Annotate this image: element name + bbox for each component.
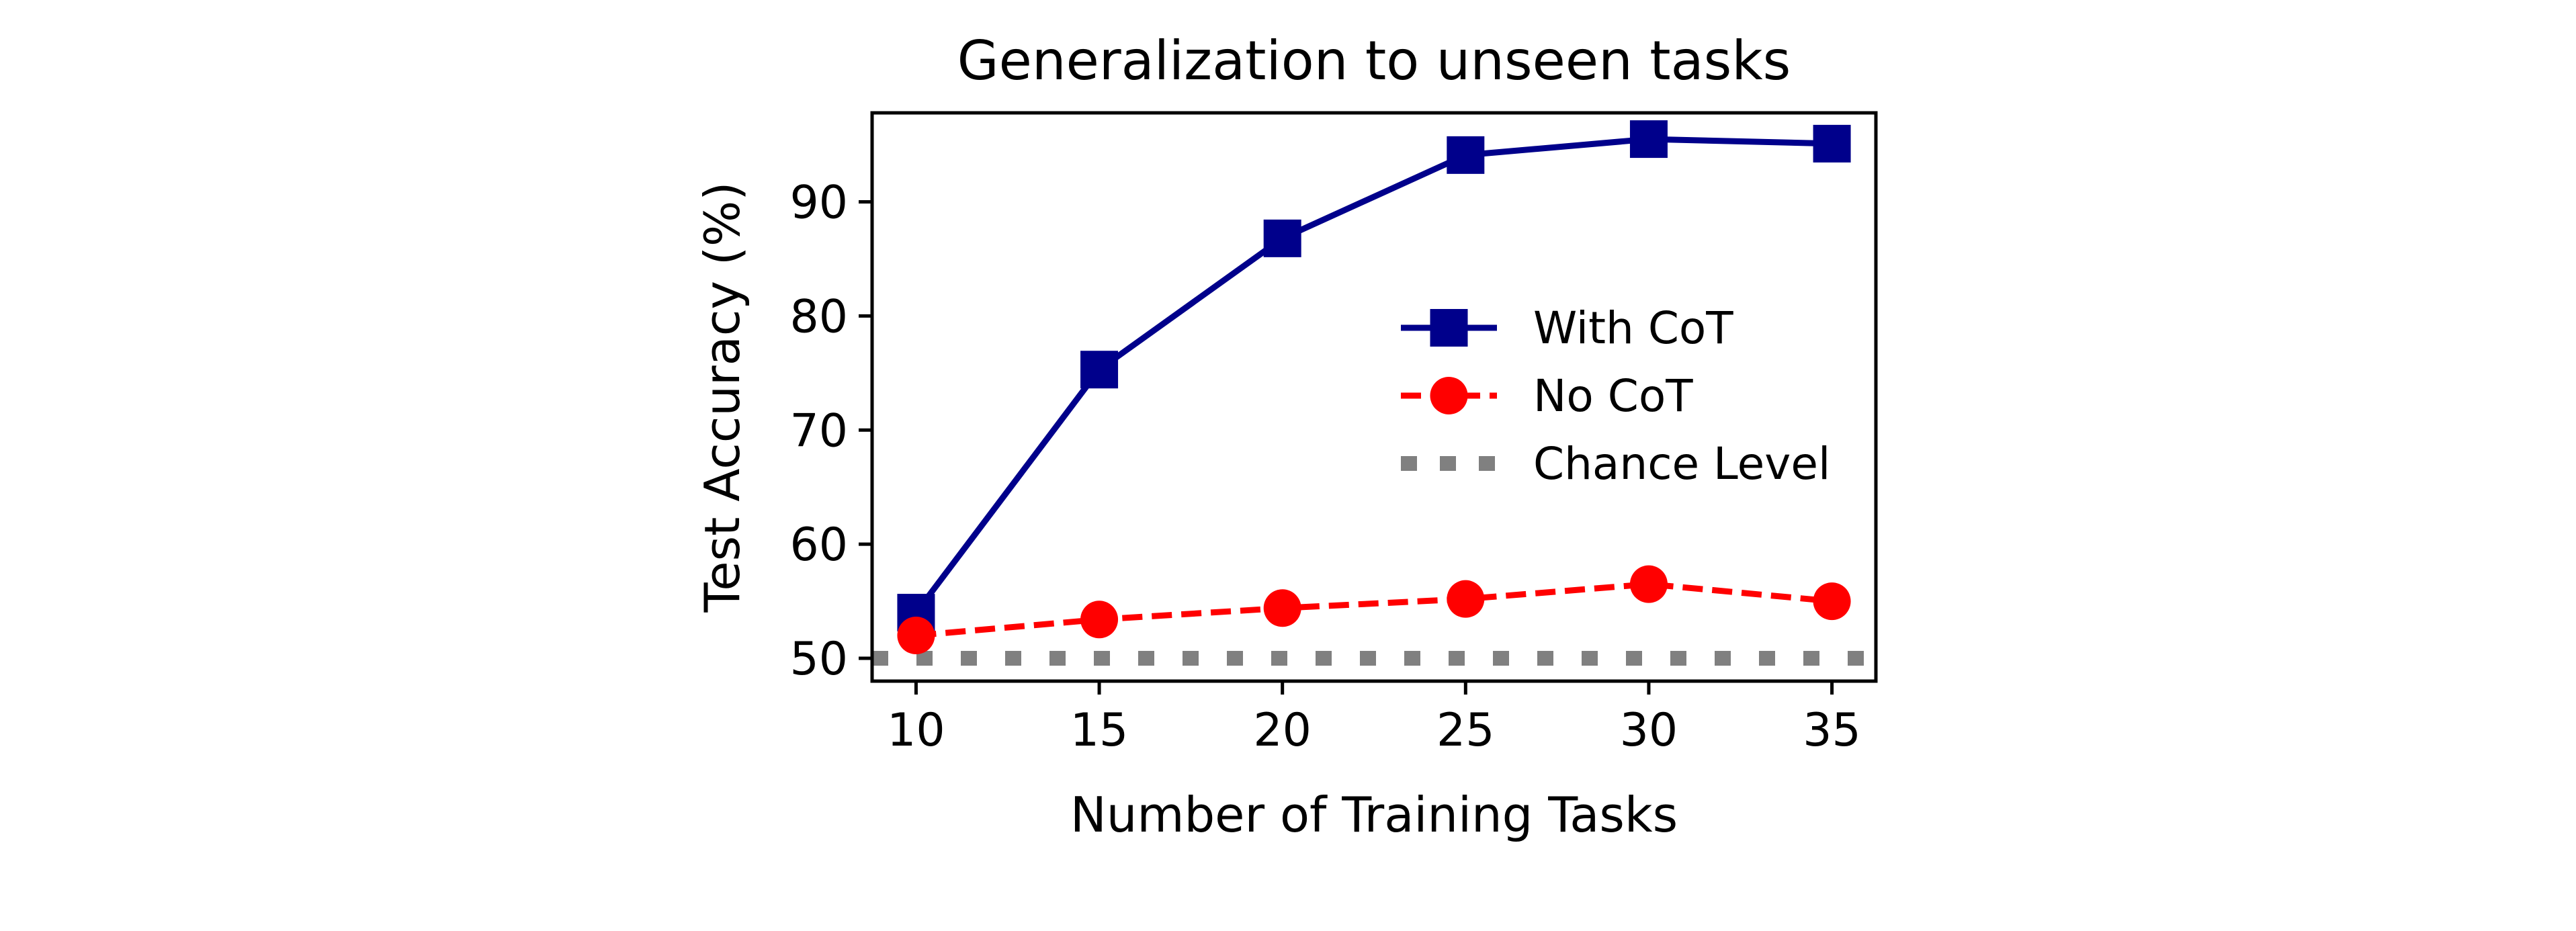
plot-frame <box>870 111 1878 683</box>
plot-area <box>870 111 1878 683</box>
x-axis-label: Number of Training Tasks <box>1070 787 1678 843</box>
with-cot-point <box>1447 136 1485 174</box>
x-tick-label: 35 <box>1803 704 1861 757</box>
chart-title: Generalization to unseen tasks <box>957 30 1791 92</box>
no-cot-point <box>1447 580 1485 618</box>
y-axis: 50 60 70 80 90 <box>789 177 872 686</box>
y-tick-label: 80 <box>789 290 848 343</box>
with-cot-point <box>1813 124 1851 163</box>
x-tick-label: 15 <box>1070 704 1129 757</box>
x-axis: 10 15 20 25 30 35 <box>887 681 1861 757</box>
legend: With CoT No CoT Chance Level <box>1401 302 1830 490</box>
no-cot-point <box>1629 565 1668 603</box>
no-cot-point <box>897 617 935 655</box>
y-tick-label: 60 <box>789 519 848 572</box>
x-tick-label: 30 <box>1620 704 1678 757</box>
no-cot-point <box>1813 582 1851 621</box>
legend-with-cot-marker <box>1430 309 1468 347</box>
with-cot-point <box>1629 120 1668 159</box>
legend-with-cot-label: With CoT <box>1533 302 1733 354</box>
y-tick-label: 50 <box>789 633 848 686</box>
series-layer <box>897 120 1851 655</box>
no-cot-point <box>1080 601 1119 639</box>
legend-no-cot-label: No CoT <box>1533 370 1693 422</box>
x-tick-label: 25 <box>1436 704 1495 757</box>
y-tick-label: 70 <box>789 404 848 457</box>
plot-background <box>872 113 1876 681</box>
no-cot-point <box>1263 589 1301 627</box>
with-cot-point <box>1263 219 1301 257</box>
no-cot-line <box>916 581 1832 639</box>
with-cot-point <box>1080 351 1119 389</box>
x-tick-label: 20 <box>1253 704 1312 757</box>
x-tick-label: 10 <box>887 704 945 757</box>
with-cot-line <box>913 136 1832 615</box>
legend-chance-level-label: Chance Level <box>1533 438 1830 490</box>
y-axis-label: Test Accuracy (%) <box>694 182 750 613</box>
y-tick-label: 90 <box>789 177 848 230</box>
legend-no-cot-marker <box>1430 377 1468 414</box>
